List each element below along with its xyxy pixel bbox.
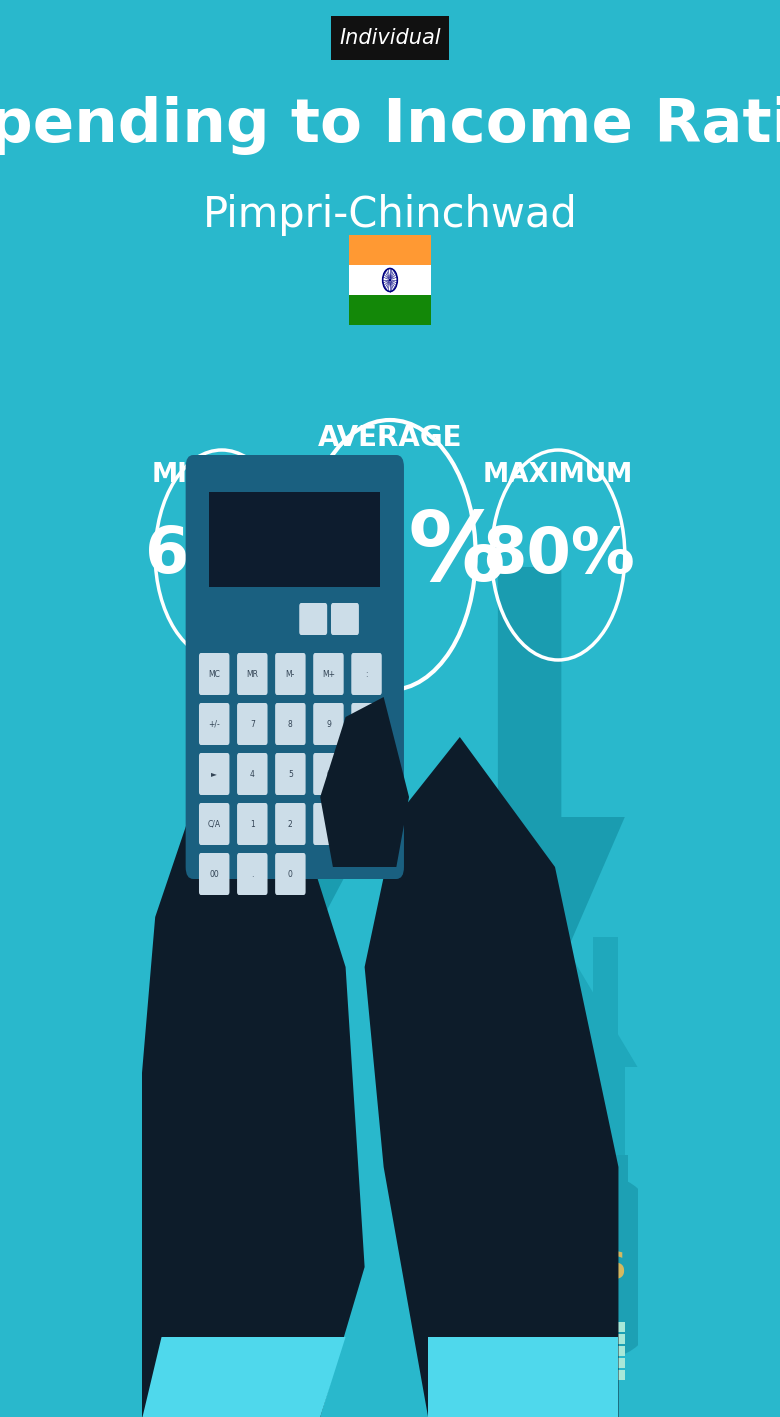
Bar bbox=[593, 937, 619, 1037]
FancyBboxPatch shape bbox=[275, 653, 306, 694]
Text: 8: 8 bbox=[288, 720, 292, 728]
Polygon shape bbox=[321, 697, 409, 867]
FancyBboxPatch shape bbox=[237, 703, 268, 745]
FancyBboxPatch shape bbox=[314, 703, 344, 745]
Text: 6: 6 bbox=[326, 769, 331, 778]
Text: $: $ bbox=[542, 1230, 568, 1264]
Text: .: . bbox=[251, 870, 254, 879]
Text: M-: M- bbox=[285, 669, 295, 679]
FancyBboxPatch shape bbox=[351, 803, 381, 845]
Bar bbox=[541, 1151, 569, 1186]
Circle shape bbox=[389, 278, 391, 282]
Text: $: $ bbox=[597, 1246, 626, 1288]
Polygon shape bbox=[244, 597, 402, 917]
Text: M+: M+ bbox=[322, 669, 335, 679]
Text: Pimpri-Chinchwad: Pimpri-Chinchwad bbox=[203, 194, 577, 237]
Polygon shape bbox=[143, 1338, 346, 1417]
FancyBboxPatch shape bbox=[199, 853, 229, 896]
Ellipse shape bbox=[509, 1179, 601, 1315]
FancyBboxPatch shape bbox=[237, 653, 268, 694]
FancyBboxPatch shape bbox=[300, 604, 327, 635]
FancyBboxPatch shape bbox=[237, 803, 268, 845]
FancyBboxPatch shape bbox=[199, 752, 229, 795]
Text: 3: 3 bbox=[326, 819, 331, 829]
FancyBboxPatch shape bbox=[275, 853, 306, 896]
Text: Spending to Income Ratio: Spending to Income Ratio bbox=[0, 95, 780, 154]
Polygon shape bbox=[434, 897, 637, 1067]
Text: 0: 0 bbox=[288, 870, 292, 879]
Polygon shape bbox=[428, 1338, 619, 1417]
FancyBboxPatch shape bbox=[331, 604, 359, 635]
FancyBboxPatch shape bbox=[237, 752, 268, 795]
Text: ►: ► bbox=[211, 769, 217, 778]
Text: 5: 5 bbox=[288, 769, 292, 778]
Text: +: + bbox=[363, 819, 370, 829]
Text: 00: 00 bbox=[209, 870, 219, 879]
FancyBboxPatch shape bbox=[237, 853, 268, 896]
Bar bbox=[580, 1168, 612, 1217]
Text: +/-: +/- bbox=[208, 720, 220, 728]
Bar bbox=[511, 1357, 625, 1367]
Text: MR: MR bbox=[246, 669, 258, 679]
Text: 4: 4 bbox=[250, 769, 255, 778]
Polygon shape bbox=[364, 737, 619, 1417]
Bar bbox=[511, 1370, 625, 1380]
FancyBboxPatch shape bbox=[275, 803, 306, 845]
Polygon shape bbox=[434, 567, 625, 1037]
Text: x: x bbox=[364, 720, 369, 728]
Text: MAXIMUM: MAXIMUM bbox=[483, 462, 633, 487]
FancyBboxPatch shape bbox=[199, 653, 229, 694]
FancyBboxPatch shape bbox=[199, 703, 229, 745]
FancyBboxPatch shape bbox=[351, 653, 381, 694]
Text: -: - bbox=[365, 769, 368, 778]
Bar bbox=[596, 1155, 628, 1195]
Text: 9: 9 bbox=[326, 720, 331, 728]
FancyBboxPatch shape bbox=[275, 752, 306, 795]
Text: 7: 7 bbox=[250, 720, 255, 728]
Text: MC: MC bbox=[208, 669, 220, 679]
Bar bbox=[447, 1067, 625, 1316]
Text: 80%: 80% bbox=[482, 524, 635, 587]
FancyBboxPatch shape bbox=[314, 803, 344, 845]
Text: :: : bbox=[365, 669, 367, 679]
Text: Individual: Individual bbox=[339, 28, 441, 48]
Ellipse shape bbox=[558, 1178, 666, 1356]
Text: C/A: C/A bbox=[207, 819, 221, 829]
Text: 2: 2 bbox=[288, 819, 292, 829]
Bar bbox=[511, 1322, 625, 1332]
Text: 67%: 67% bbox=[145, 524, 298, 587]
Bar bbox=[349, 235, 431, 265]
Text: 72%: 72% bbox=[274, 509, 506, 601]
FancyBboxPatch shape bbox=[314, 653, 344, 694]
Polygon shape bbox=[129, 767, 364, 1417]
Bar bbox=[511, 1158, 565, 1316]
Bar bbox=[511, 1333, 625, 1343]
FancyBboxPatch shape bbox=[275, 703, 306, 745]
FancyBboxPatch shape bbox=[351, 752, 381, 795]
FancyBboxPatch shape bbox=[314, 752, 344, 795]
Bar bbox=[349, 295, 431, 324]
FancyBboxPatch shape bbox=[351, 703, 381, 745]
FancyBboxPatch shape bbox=[209, 492, 381, 587]
Text: AVERAGE: AVERAGE bbox=[317, 424, 463, 452]
Bar bbox=[511, 1346, 625, 1356]
Text: MINIMUM: MINIMUM bbox=[151, 462, 292, 487]
FancyBboxPatch shape bbox=[186, 455, 404, 879]
Text: 1: 1 bbox=[250, 819, 254, 829]
FancyBboxPatch shape bbox=[332, 16, 448, 60]
FancyBboxPatch shape bbox=[199, 803, 229, 845]
Bar bbox=[349, 265, 431, 295]
